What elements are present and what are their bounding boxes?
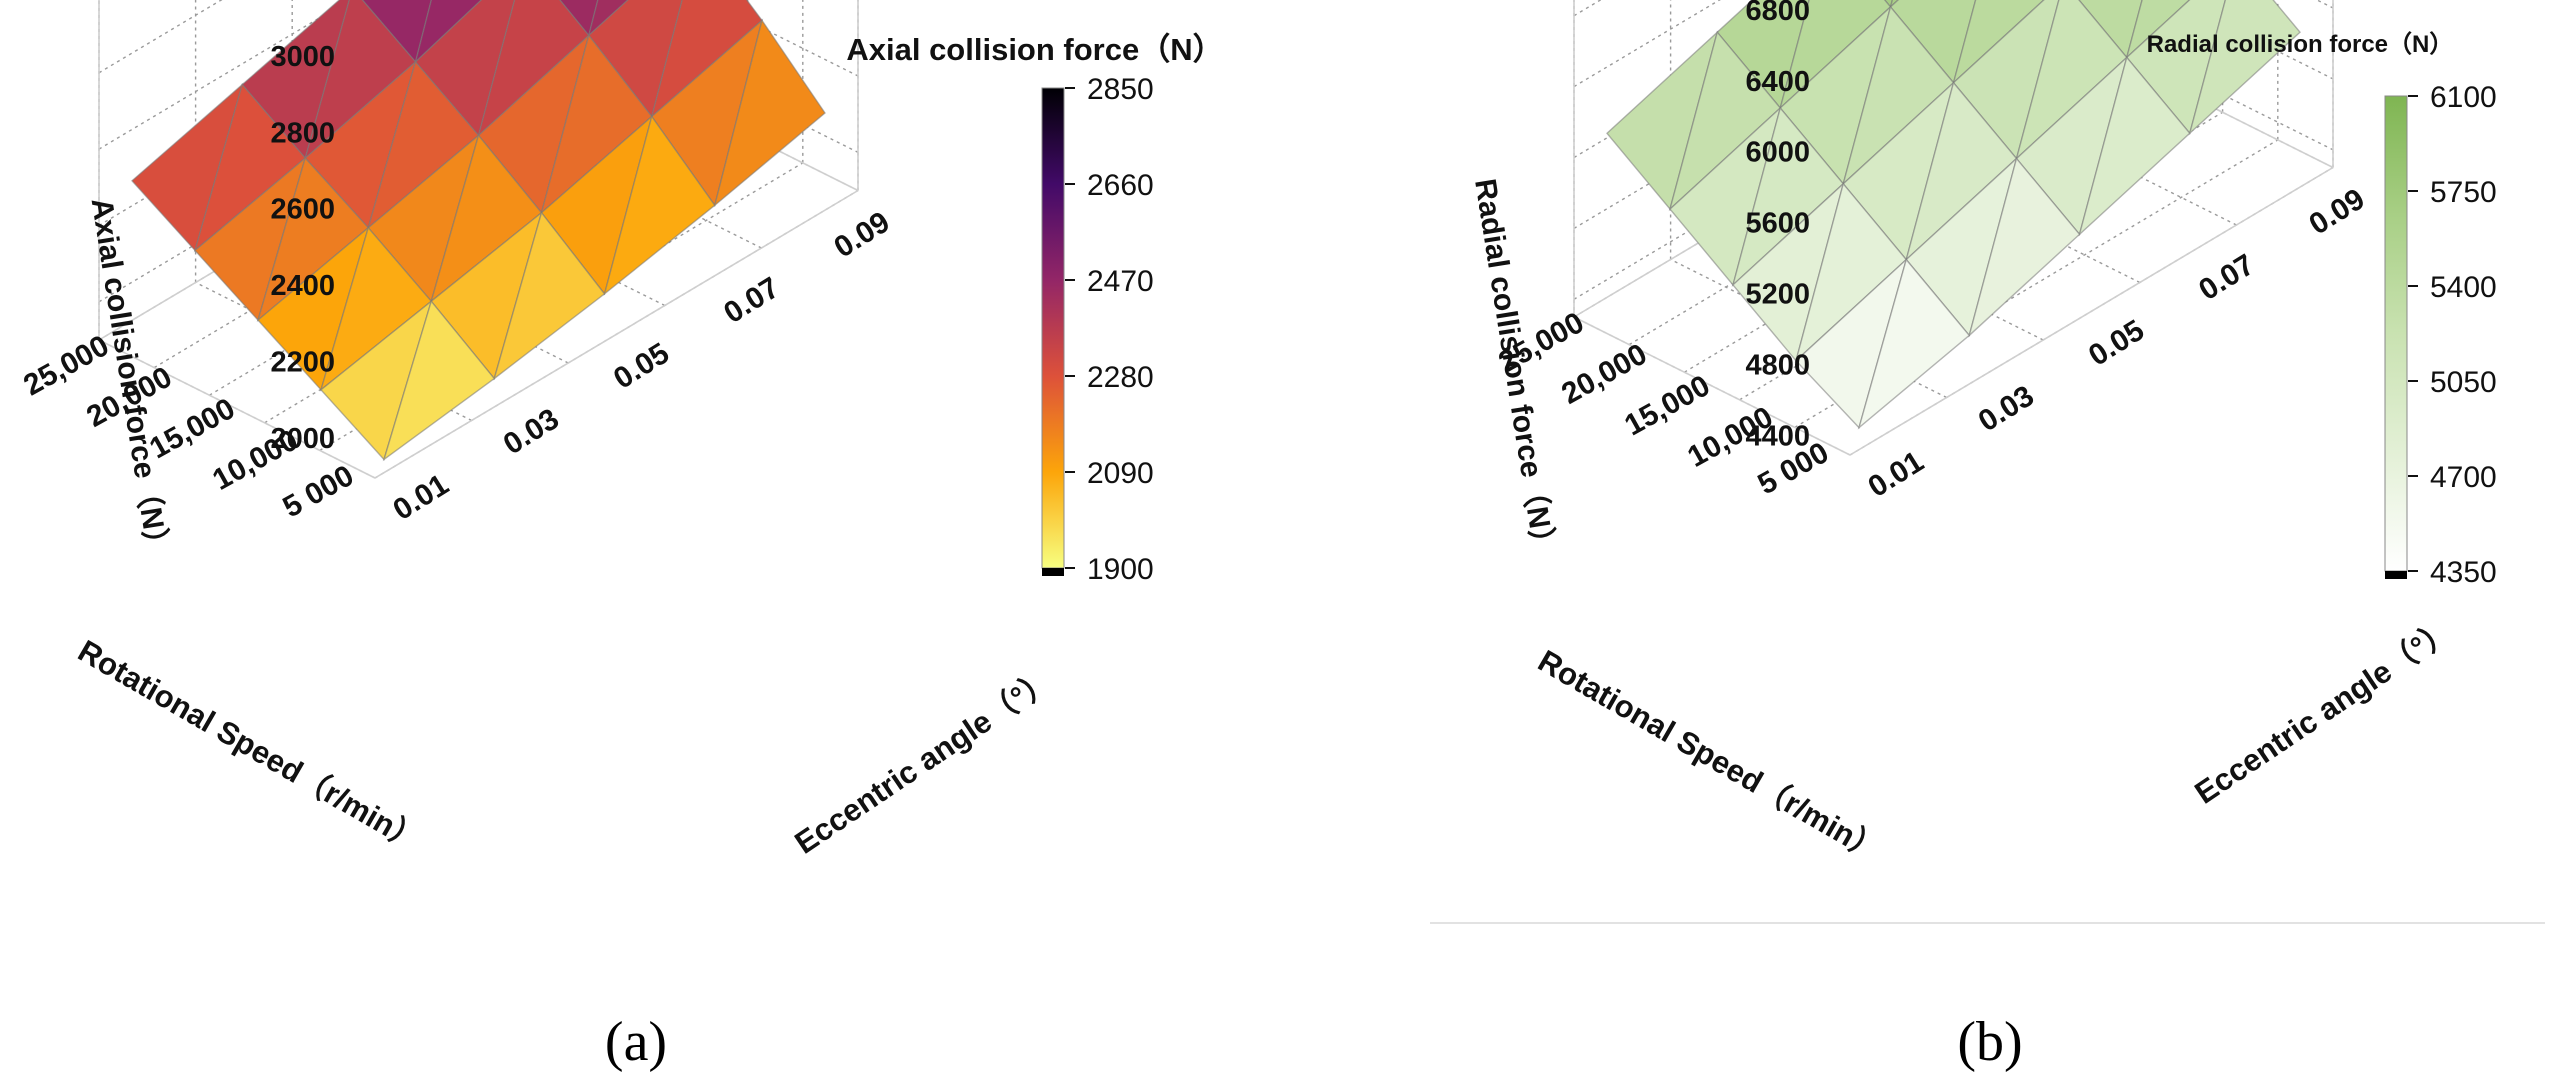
axis-edge bbox=[1573, 316, 1851, 456]
surface-facet bbox=[2078, 55, 2191, 237]
x-tick-label: 10,000 bbox=[207, 424, 303, 497]
colorbar-tick-label: 2280 bbox=[1087, 361, 1154, 394]
z-tick-label: 2000 bbox=[270, 423, 335, 455]
z-tick-label: 5600 bbox=[1745, 208, 1810, 240]
z-tick-label: 4800 bbox=[1745, 349, 1810, 381]
panel-label-a: (a) bbox=[605, 1011, 667, 1073]
surface-facet bbox=[1857, 258, 1971, 430]
colorbar-tick-label: 2090 bbox=[1087, 457, 1154, 490]
colorbar-tick-label: 4700 bbox=[2430, 461, 2497, 494]
y-tick-label: 0.03 bbox=[498, 402, 565, 461]
colorbar-tick-label: 2660 bbox=[1087, 169, 1154, 202]
radial-colorbar bbox=[2384, 95, 2408, 572]
surface-facet bbox=[558, 0, 599, 37]
x-tick-label: 10,000 bbox=[1682, 401, 1778, 474]
y-tick-label: 0.05 bbox=[608, 337, 675, 396]
z-tick-label: 6400 bbox=[1745, 66, 1810, 98]
z-tick-label: 4400 bbox=[1745, 420, 1810, 452]
colorbar-tick-label: 5750 bbox=[2430, 176, 2497, 209]
axis-edge bbox=[1849, 166, 2334, 456]
colorbar-tick-label: 6100 bbox=[2430, 81, 2497, 114]
colorbar-tick-label: 2470 bbox=[1087, 265, 1154, 298]
x-tick-label: 15,000 bbox=[1619, 369, 1715, 442]
colorbar-tick-label: 2850 bbox=[1087, 73, 1154, 106]
colorbar-tick-label: 4350 bbox=[2430, 556, 2497, 589]
z-tick-label: 2800 bbox=[270, 117, 335, 149]
colorbar-tick-label: 5050 bbox=[2430, 366, 2497, 399]
panel-label-b: (b) bbox=[1957, 1011, 2022, 1073]
surface-facet bbox=[603, 114, 716, 296]
y-tick-label: 0.09 bbox=[2303, 182, 2370, 241]
axial-colorbar-title: Axial collision force（N） bbox=[846, 32, 1223, 67]
axial-colorbar-ticks: 2850 2660 2470 2280 2090 1900 bbox=[1065, 73, 1154, 586]
z-tick-label: 6800 bbox=[1745, 0, 1810, 27]
z-tick-label: 5200 bbox=[1745, 279, 1810, 311]
x-tick-label: 25,000 bbox=[18, 329, 114, 402]
x-tick-label: 20,000 bbox=[1556, 338, 1652, 411]
radial-x-axis-label: Rotational Speed（r/min） bbox=[1532, 643, 1888, 869]
surface-facet bbox=[492, 211, 606, 381]
y-tick-label: 0.01 bbox=[387, 468, 454, 527]
radial-chart-surface bbox=[1606, 0, 2301, 430]
colorbar-tick-label: 1900 bbox=[1087, 553, 1154, 586]
z-tick-label: 2600 bbox=[270, 194, 335, 226]
axial-colorbar bbox=[1041, 87, 1065, 569]
colorbar-tick-label: 5400 bbox=[2430, 271, 2497, 304]
axial-chart-surface bbox=[131, 0, 826, 462]
z-tick-label: 2400 bbox=[270, 270, 335, 302]
surface-facet bbox=[2188, 0, 2301, 136]
radial-colorbar-title: Radial collision force（N） bbox=[2147, 31, 2454, 58]
axis-edge bbox=[98, 339, 376, 479]
surface-facet bbox=[1967, 157, 2081, 338]
radial-y-axis-label: Eccentric angle（°） bbox=[2189, 612, 2460, 811]
z-tick-label: 6000 bbox=[1745, 137, 1810, 169]
axis-edge bbox=[374, 189, 859, 479]
y-tick-label: 0.05 bbox=[2083, 314, 2150, 373]
y-tick-label: 0.07 bbox=[2193, 248, 2260, 307]
radial-colorbar-ticks: 6100 5750 5400 5050 4700 4350 bbox=[2408, 81, 2497, 589]
y-tick-label: 0.07 bbox=[718, 271, 785, 330]
x-tick-label: 5 000 bbox=[278, 459, 360, 524]
surface-facet bbox=[713, 18, 826, 208]
axial-y-axis-label: Eccentric angle（°） bbox=[789, 662, 1060, 861]
surface-facet bbox=[382, 299, 496, 462]
axial-colorbar-end-cap bbox=[1042, 568, 1064, 576]
radial-z-axis-label: Radial collision force（N） bbox=[1468, 176, 1562, 560]
z-tick-label: 3000 bbox=[270, 41, 335, 73]
z-tick-label: 2200 bbox=[270, 346, 335, 378]
radial-colorbar-end-cap bbox=[2385, 571, 2407, 579]
y-tick-label: 0.09 bbox=[828, 205, 895, 264]
y-tick-label: 0.03 bbox=[1973, 379, 2040, 438]
y-tick-label: 0.01 bbox=[1862, 445, 1929, 504]
axial-x-axis-label: Rotational Speed（r/min） bbox=[72, 633, 428, 859]
